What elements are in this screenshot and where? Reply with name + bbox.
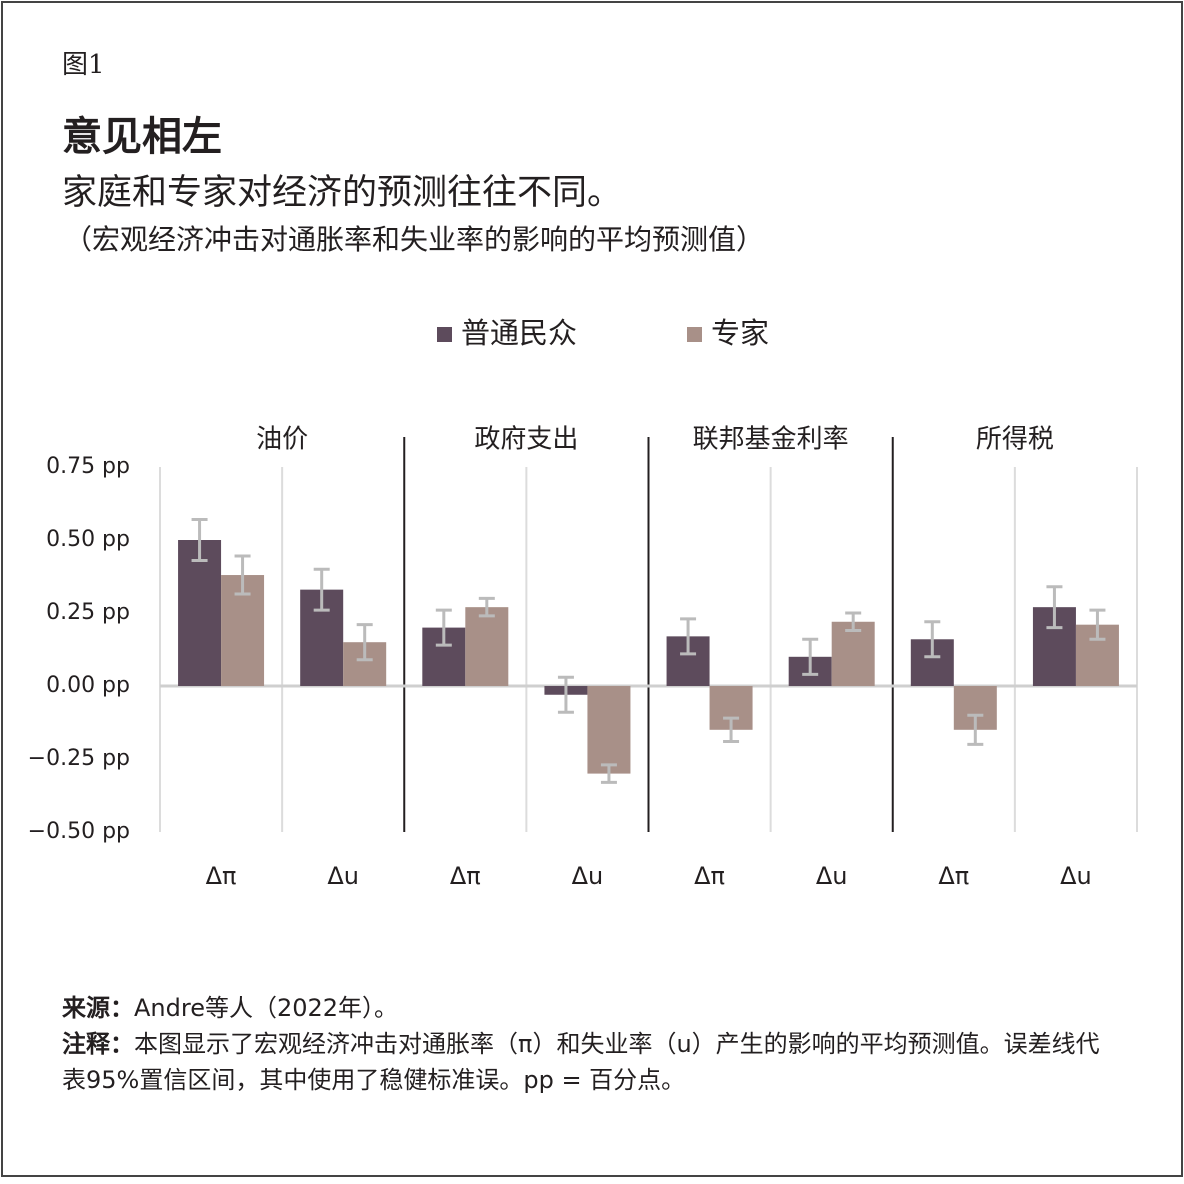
x-tick-label: Δπ [450,862,481,890]
y-tick-label: −0.50 pp [28,819,130,844]
legend-swatch [437,327,452,342]
legend-label: 专家 [711,316,769,350]
y-tick-label: −0.25 pp [28,746,130,771]
figure-label: 图1 [62,50,105,80]
source: 来源：Andre等人（2022年）。 [62,990,1102,1026]
y-tick-label: 0.25 pp [46,600,130,625]
error-bar [435,608,452,647]
x-tick-label: Δu [572,862,604,890]
error-bar [478,596,495,618]
error-bar [723,716,740,743]
error-bar [845,611,862,633]
note-label: 注释： [62,1030,134,1058]
error-bar [191,518,208,562]
chart-subtitle: （宏观经济冲击对通胀率和失业率的影响的平均预测值） [64,223,765,256]
note: 注释：本图显示了宏观经济冲击对通胀率（π）和失业率（u）产生的影响的平均预测值。… [62,1026,1102,1098]
x-tick-label: Δu [327,862,359,890]
x-tick-label: Δu [1060,862,1092,890]
bar [831,621,875,686]
legend-swatch [687,327,702,342]
legend-label: 普通民众 [461,316,577,350]
panel-label: 政府支出 [474,425,578,455]
note-text: 本图显示了宏观经济冲击对通胀率（π）和失业率（u）产生的影响的平均预测值。误差线… [62,1030,1100,1094]
panel-label: 联邦基金利率 [693,425,849,455]
chart-title: 意见相左 [62,114,222,160]
panel-label: 所得税 [976,425,1054,455]
error-bar [356,623,373,662]
error-bar [557,675,574,714]
source-label: 来源： [62,994,134,1022]
error-bar [680,617,697,656]
error-bar [924,620,941,659]
error-bar [1046,585,1063,630]
error-bar [967,713,984,746]
error-bar [600,763,617,784]
y-tick-label: 0.50 pp [46,527,130,552]
x-tick-label: Δπ [694,862,725,890]
bar [587,686,631,774]
chart-subtitle: 家庭和专家对经济的预测往往不同。 [62,173,623,213]
error-bar [1089,608,1106,641]
x-tick-label: Δπ [206,862,237,890]
error-bar [234,554,251,596]
y-tick-label: 0.75 pp [46,454,130,479]
x-tick-label: Δu [816,862,848,890]
bar [465,607,509,686]
y-tick-label: 0.00 pp [46,673,130,698]
panel-label: 油价 [256,425,308,455]
error-bar [802,637,819,676]
x-tick-label: Δπ [938,862,969,890]
footer: 来源：Andre等人（2022年）。 注释：本图显示了宏观经济冲击对通胀率（π）… [62,990,1102,1098]
source-text: Andre等人（2022年）。 [134,994,399,1022]
bar [178,540,222,686]
error-bar [313,567,330,612]
